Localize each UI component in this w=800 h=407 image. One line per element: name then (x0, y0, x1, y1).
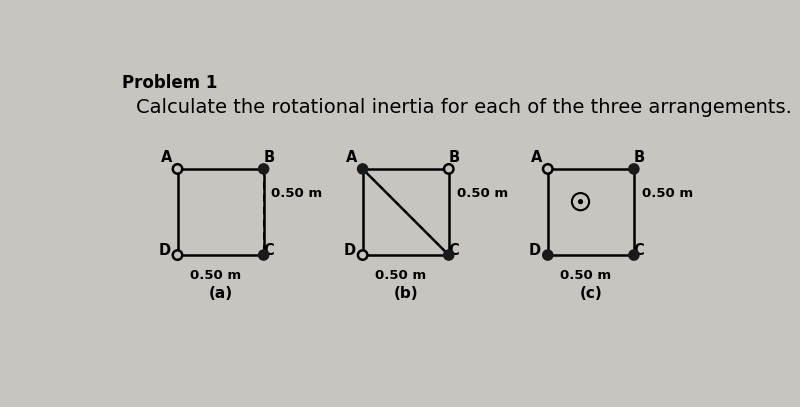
Text: (c): (c) (579, 286, 602, 301)
Text: D: D (529, 243, 541, 258)
Text: (b): (b) (394, 286, 418, 301)
Circle shape (358, 164, 367, 174)
Text: 0.50 m: 0.50 m (560, 269, 611, 282)
Text: 0.50 m: 0.50 m (271, 186, 322, 199)
Text: A: A (346, 150, 357, 165)
Circle shape (444, 164, 454, 174)
Text: B: B (634, 150, 645, 165)
Circle shape (259, 164, 268, 174)
Text: C: C (634, 243, 645, 258)
Text: Problem 1: Problem 1 (122, 74, 217, 92)
Circle shape (543, 250, 553, 260)
Circle shape (629, 250, 638, 260)
Text: 0.50 m: 0.50 m (375, 269, 426, 282)
Text: 0.50 m: 0.50 m (190, 269, 241, 282)
Circle shape (444, 250, 454, 260)
Text: Calculate the rotational inertia for each of the three arrangements.: Calculate the rotational inertia for eac… (136, 98, 792, 117)
Circle shape (358, 250, 367, 260)
Text: D: D (158, 243, 170, 258)
Text: C: C (449, 243, 459, 258)
Circle shape (173, 250, 182, 260)
Text: C: C (263, 243, 274, 258)
Circle shape (629, 164, 638, 174)
Circle shape (543, 164, 553, 174)
Circle shape (578, 200, 582, 204)
Circle shape (572, 193, 589, 210)
Text: A: A (531, 150, 542, 165)
Text: (a): (a) (209, 286, 233, 301)
Text: B: B (263, 150, 274, 165)
Text: B: B (448, 150, 459, 165)
Text: 0.50 m: 0.50 m (457, 186, 508, 199)
Text: 0.50 m: 0.50 m (642, 186, 693, 199)
Text: D: D (344, 243, 356, 258)
Circle shape (173, 164, 182, 174)
Circle shape (259, 250, 268, 260)
Text: A: A (161, 150, 172, 165)
